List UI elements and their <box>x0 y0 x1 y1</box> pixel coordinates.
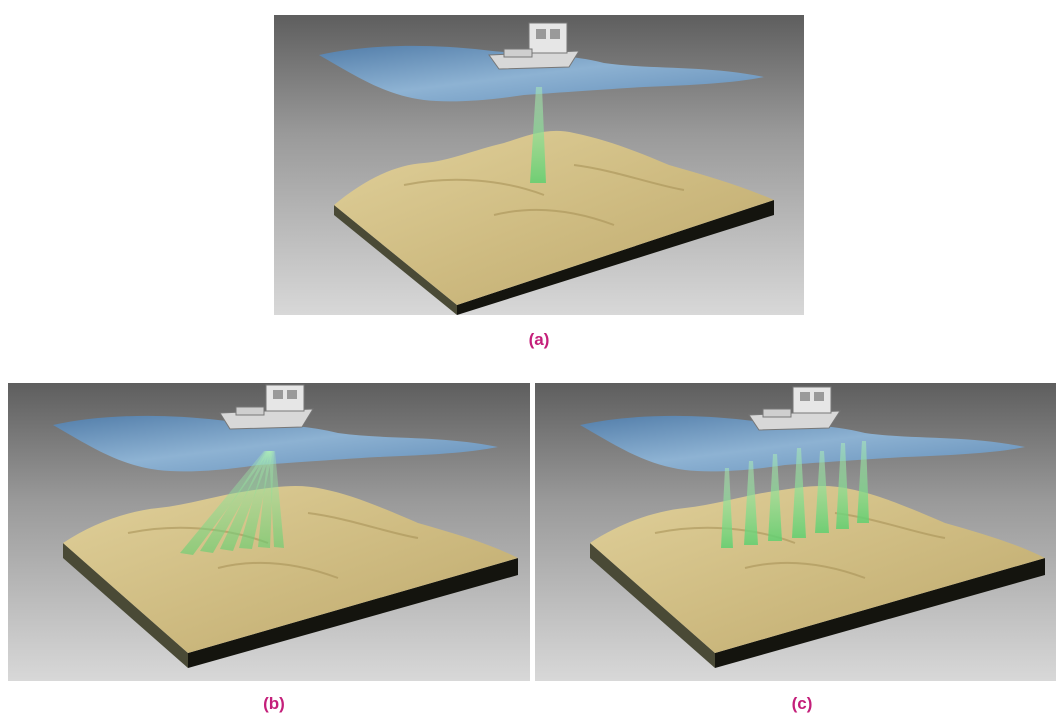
seabed-side-front <box>590 543 715 668</box>
panel-multibeam-fan <box>8 383 530 681</box>
terrain-ridges <box>403 164 685 226</box>
seabed-side-front <box>63 543 188 668</box>
water-surface <box>580 415 1025 472</box>
panel-single-beam <box>274 15 804 315</box>
panel-multi-transducer <box>535 383 1056 681</box>
seabed-side-right <box>457 200 774 315</box>
water-surface <box>53 415 498 472</box>
survey-boat <box>219 384 314 430</box>
caption-b: (b) <box>263 694 285 713</box>
transducer-beams <box>721 441 869 548</box>
multibeam-fan-illustration <box>53 384 518 668</box>
sonar-fan <box>180 451 284 555</box>
seabed-side-right <box>715 558 1045 668</box>
caption-a: (a) <box>528 330 550 349</box>
survey-boat <box>748 386 841 431</box>
survey-boat <box>488 22 580 70</box>
caption-c: (c) <box>791 694 813 713</box>
seabed-side-front <box>334 205 457 315</box>
multi-transducer-illustration <box>580 386 1045 668</box>
seabed-side-right <box>188 558 518 668</box>
single-beam-illustration <box>319 22 774 315</box>
sonar-beam <box>530 87 546 183</box>
water-surface <box>319 45 764 102</box>
seabed-terrain <box>334 130 774 305</box>
